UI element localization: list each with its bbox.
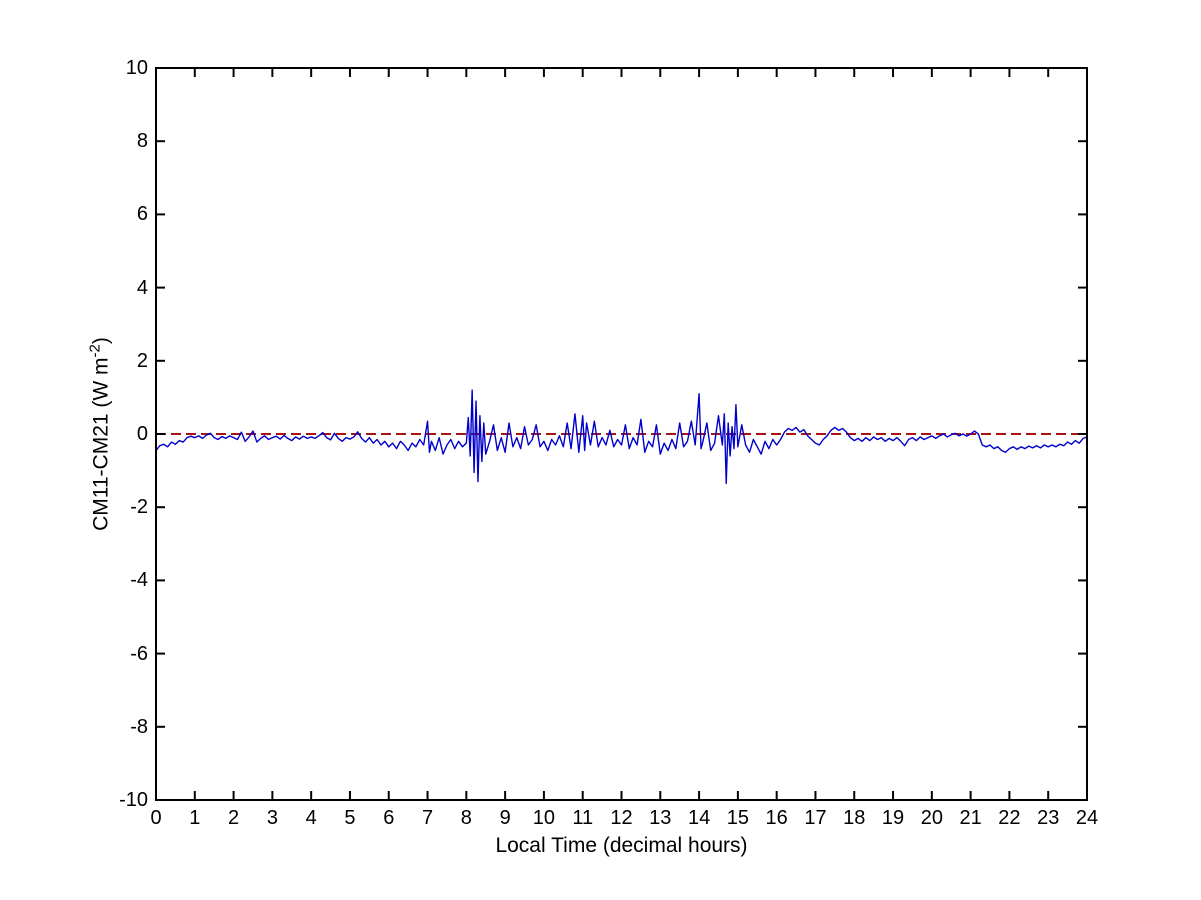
x-tick-label: 18 <box>843 807 866 829</box>
y-axis-label: CM11-CM21 (W m-2) <box>87 337 114 531</box>
x-tick-label: 13 <box>649 807 672 829</box>
y-axis-label-suffix: ) <box>89 337 113 345</box>
x-tick-label: 14 <box>687 807 711 829</box>
x-tick-label: 4 <box>305 807 317 829</box>
y-tick-label: 0 <box>136 423 148 445</box>
x-tick-label: 5 <box>344 807 356 829</box>
x-tick-label: 10 <box>532 807 556 829</box>
x-tick-label: 6 <box>383 807 395 829</box>
series-line <box>155 389 1088 485</box>
y-tick-label: -8 <box>130 715 148 738</box>
x-tick-label: 16 <box>765 807 788 829</box>
x-tick-label: 3 <box>266 807 278 829</box>
x-tick-label: 21 <box>959 807 982 829</box>
x-tick-label: 22 <box>998 807 1021 829</box>
x-tick-label: 0 <box>150 807 162 829</box>
x-tick-label: 12 <box>610 807 633 829</box>
x-tick-label: 7 <box>421 807 434 829</box>
x-tick-label: 8 <box>460 807 472 829</box>
y-tick-label: -6 <box>130 642 148 665</box>
y-axis-label-prefix: CM11-CM21 (W m <box>89 357 113 531</box>
y-axis-label-superscript: -2 <box>86 344 104 358</box>
x-tick-label: 2 <box>228 807 240 829</box>
y-tick-label: 6 <box>136 203 148 226</box>
x-tick-label: 11 <box>572 807 594 829</box>
x-axis-label: Local Time (decimal hours) <box>495 834 748 857</box>
y-tick-label: 4 <box>136 276 148 299</box>
x-tick-label: 19 <box>881 807 905 829</box>
y-tick-label: -4 <box>130 569 148 592</box>
y-tick-label: 8 <box>136 130 148 153</box>
y-tick-label: -2 <box>130 496 148 519</box>
x-tick-label: 23 <box>1037 807 1060 829</box>
x-tick-label: 9 <box>499 807 511 829</box>
y-tick-label: -10 <box>119 789 148 811</box>
x-tick-label: 24 <box>1075 807 1099 829</box>
x-tick-label: 17 <box>804 807 827 829</box>
y-tick-label: 2 <box>136 349 148 372</box>
x-tick-label: 15 <box>726 807 749 829</box>
x-tick-label: 1 <box>189 807 201 829</box>
x-tick-label: 20 <box>920 807 943 829</box>
y-tick-label: 10 <box>125 57 148 79</box>
